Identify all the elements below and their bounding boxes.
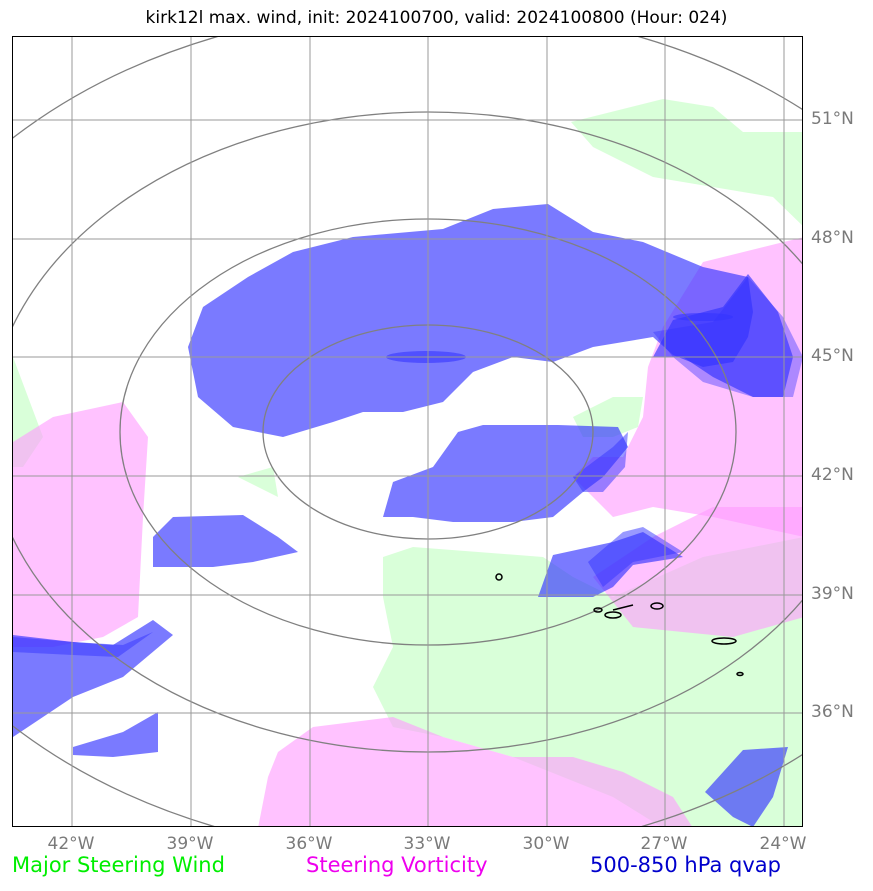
- steering-vorticity-layer: [13, 237, 802, 826]
- legend-steering-vorticity: Steering Vorticity: [306, 853, 488, 877]
- vort-area-southeast: [593, 507, 802, 637]
- wind-contour-1: [495, 573, 503, 581]
- y-tick-label: 42°N: [811, 465, 854, 485]
- wind-contour-3: [604, 611, 622, 619]
- wind-contour-4: [612, 604, 634, 611]
- y-tick-label: 48°N: [811, 228, 854, 248]
- qvap-area-mid: [383, 425, 628, 522]
- x-tick-label: 27°W: [640, 834, 688, 854]
- legend-qvap: 500-850 hPa qvap: [590, 853, 781, 877]
- wind-contour-7: [736, 671, 744, 677]
- wind-contour-5: [650, 602, 664, 610]
- y-tick-label: 39°N: [811, 584, 854, 604]
- qvap-area-west: [153, 515, 298, 567]
- x-tick-label: 33°W: [403, 834, 451, 854]
- wind-area-small: [238, 467, 278, 497]
- qvap-area-dark-left: [13, 632, 153, 657]
- max-wind-contours: [495, 573, 744, 677]
- qvap-area-main: [188, 204, 753, 437]
- map-panel: [12, 36, 803, 827]
- qvap-area-dark-mid: [573, 432, 628, 492]
- wind-contour-6: [711, 637, 737, 645]
- x-tick-label: 36°W: [285, 834, 333, 854]
- wind-area-northeast: [571, 99, 802, 226]
- chart-title: kirk12l max. wind, init: 2024100700, val…: [145, 8, 728, 28]
- qvap-area-dark-east: [653, 277, 802, 397]
- y-tick-label: 36°N: [811, 702, 854, 722]
- y-tick-label: 51°N: [811, 109, 854, 129]
- wind-contour-2: [593, 607, 603, 613]
- x-tick-label: 42°W: [47, 834, 95, 854]
- qvap-area-bottom-left: [73, 712, 158, 757]
- map-canvas: [13, 37, 802, 826]
- qvap-streak-east: [673, 313, 733, 321]
- x-tick-label: 24°W: [759, 834, 807, 854]
- y-tick-label: 45°N: [811, 346, 854, 366]
- x-tick-label: 30°W: [522, 834, 570, 854]
- legend-steering-wind: Major Steering Wind: [12, 853, 225, 877]
- vort-area-west: [13, 402, 148, 647]
- gridlines: [13, 37, 802, 826]
- qvap-area-dark-south: [588, 527, 683, 587]
- qvap-layer: [13, 204, 802, 826]
- vort-area-south: [258, 717, 692, 826]
- x-tick-label: 39°W: [166, 834, 214, 854]
- qvap-area-east: [653, 274, 793, 397]
